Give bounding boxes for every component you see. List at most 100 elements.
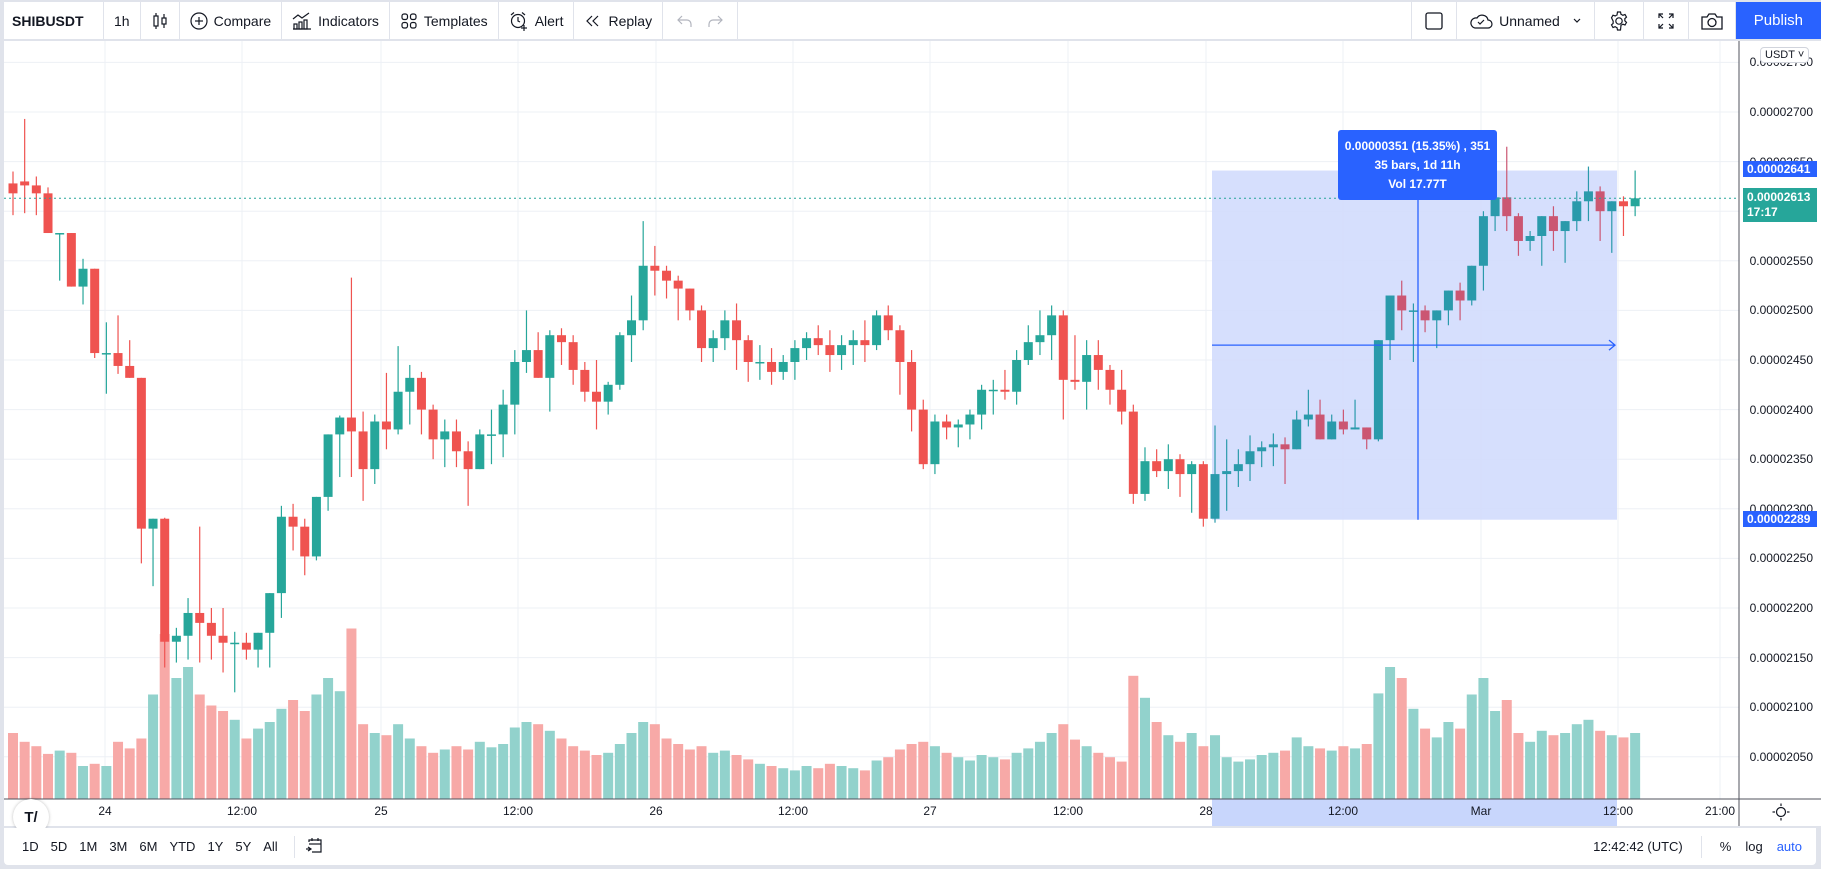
fullscreen-icon [1658,12,1674,29]
alert-label: Alert [534,12,564,29]
fullscreen-button[interactable] [1644,2,1689,39]
measure-price-change: 0.00000351 (15.35%) , 351 [1344,139,1491,153]
price-axis-label: 0.00002050 [1749,749,1813,764]
current-price: 0.00002613 [1747,190,1811,204]
measure-bars-duration: 35 bars, 1d 11h [1374,158,1461,172]
candles-icon [152,12,167,29]
log-scale-toggle[interactable]: log [1745,839,1763,854]
price-axis-label: 0.00002150 [1749,650,1813,665]
compare-button[interactable]: Compare [180,2,283,39]
chart-type-button[interactable] [141,2,180,39]
bottom-right-controls: 12:42:42 (UTC) % log auto [1587,835,1816,858]
plus-circle-icon [189,11,208,30]
rewind-icon [586,15,599,26]
price-axis-label: 0.00002700 [1749,105,1813,119]
sun-settings-icon [1772,803,1790,821]
redo-icon[interactable] [707,14,723,28]
price-axis-label: 0.00002200 [1749,601,1813,615]
current-price-tag: 0.00002613 17:17 [1743,188,1817,222]
indicators-label: Indicators [318,12,379,29]
price-axis-label: 0.00002350 [1749,452,1813,467]
interval-button[interactable]: 1h [104,2,141,39]
alarm-clock-icon [510,11,527,31]
publish-button[interactable]: Publish [1735,2,1821,39]
time-axis-label: 25 [374,804,388,818]
settings-button[interactable] [1595,2,1644,39]
range-button-5d[interactable]: 5D [50,839,68,854]
camera-icon [1701,12,1723,30]
calendar-goto-icon [305,838,322,853]
axis-settings-button[interactable] [1772,803,1790,826]
bottom-toolbar: 1D 5D 1M 3M 6M YTD 1Y 5Y All 12:42:42 (UTC) % lo… [4,828,1816,865]
range-button-1y[interactable]: 1Y [207,839,224,854]
divider [293,835,295,858]
toolbar-spacer [738,2,1413,39]
gear-icon [1610,10,1628,31]
measure-volume: Vol 17.77T [1388,177,1447,191]
templates-label: Templates [423,12,488,29]
cloud-check-icon [1470,14,1493,29]
candlestick-chart[interactable] [4,41,1821,826]
measure-high-price-tag: 0.00002641 [1743,161,1817,177]
price-axis-label: 0.00002450 [1749,353,1813,367]
replay-button[interactable]: Replay [574,2,664,39]
currency-label: USDT [1765,49,1795,61]
chevron-down-icon: ˅ [1797,49,1805,61]
currency-selector[interactable]: USDT ˅ [1760,47,1810,63]
range-button-1d[interactable]: 1D [22,839,39,854]
compare-label: Compare [213,12,272,29]
range-button-3m[interactable]: 3M [109,839,128,854]
time-axis-label: 26 [649,804,663,818]
indicators-icon [292,12,312,30]
range-button-ytd[interactable]: YTD [169,839,196,854]
price-axis-label: 0.00002550 [1749,253,1813,268]
measure-tooltip: 0.00000351 (15.35%) , 351 35 bars, 1d 11… [1338,130,1497,200]
date-range-buttons: 1D 5D 1M 3M 6M YTD 1Y 5Y All [4,839,284,854]
indicators-button[interactable]: Indicators [282,2,390,39]
utc-clock[interactable]: 12:42:42 (UTC) [1593,839,1683,854]
snapshot-button[interactable] [1689,2,1736,39]
time-axis-label: 21:00 [1704,804,1736,818]
time-axis-label: 12:00 [777,804,809,818]
time-axis-label: 12:00 [226,804,258,818]
auto-scale-toggle[interactable]: auto [1776,839,1802,854]
range-button-5y[interactable]: 5Y [235,839,252,854]
range-button-6m[interactable]: 6M [139,839,158,854]
price-axis-label: 0.00002100 [1749,700,1813,715]
time-axis-label: Mar [1470,804,1492,818]
interval-label: 1h [114,12,130,29]
range-button-1m[interactable]: 1M [79,839,98,854]
top-toolbar: SHIBUSDT 1h Compare Indicators Templates… [4,2,1821,40]
price-axis-label: 0.00002250 [1749,551,1813,566]
undo-icon[interactable] [677,14,693,28]
range-button-all[interactable]: All [263,839,278,854]
price-axis-label: 0.00002500 [1749,303,1813,318]
time-axis-label: 12:00 [502,804,534,818]
templates-icon [401,12,417,29]
time-axis-label: 27 [923,804,937,818]
time-axis-label: 24 [98,804,112,818]
symbol-search-button[interactable]: SHIBUSDT [4,2,104,39]
alert-button[interactable]: Alert [499,2,575,39]
time-axis-label: 12:00 [1052,804,1084,818]
layout-name-dropdown[interactable]: Unnamed [1457,2,1595,39]
go-to-date-button[interactable] [305,836,323,857]
layout-name: Unnamed [1499,12,1560,29]
divider [1700,835,1702,858]
templates-button[interactable]: Templates [390,2,499,39]
measure-low-price-tag: 0.00002289 [1743,511,1817,527]
percent-scale-toggle[interactable]: % [1719,839,1732,854]
symbol-label: SHIBUSDT [12,12,84,29]
chart-pane[interactable]: 0.000027500.000027000.000026500.00002600… [4,41,1821,835]
time-axis-label: 12:00 [1602,804,1634,818]
time-axis-label: 12:00 [1327,804,1359,818]
time-axis-label: 28 [1199,804,1213,818]
price-axis-label: 0.00002400 [1749,402,1813,417]
square-icon [1425,11,1443,30]
chevron-down-icon [1573,18,1581,23]
layout-toggle-button[interactable] [1412,2,1458,39]
undo-redo-group [663,2,739,39]
bar-countdown: 17:17 [1747,205,1778,219]
replay-label: Replay [608,12,653,29]
